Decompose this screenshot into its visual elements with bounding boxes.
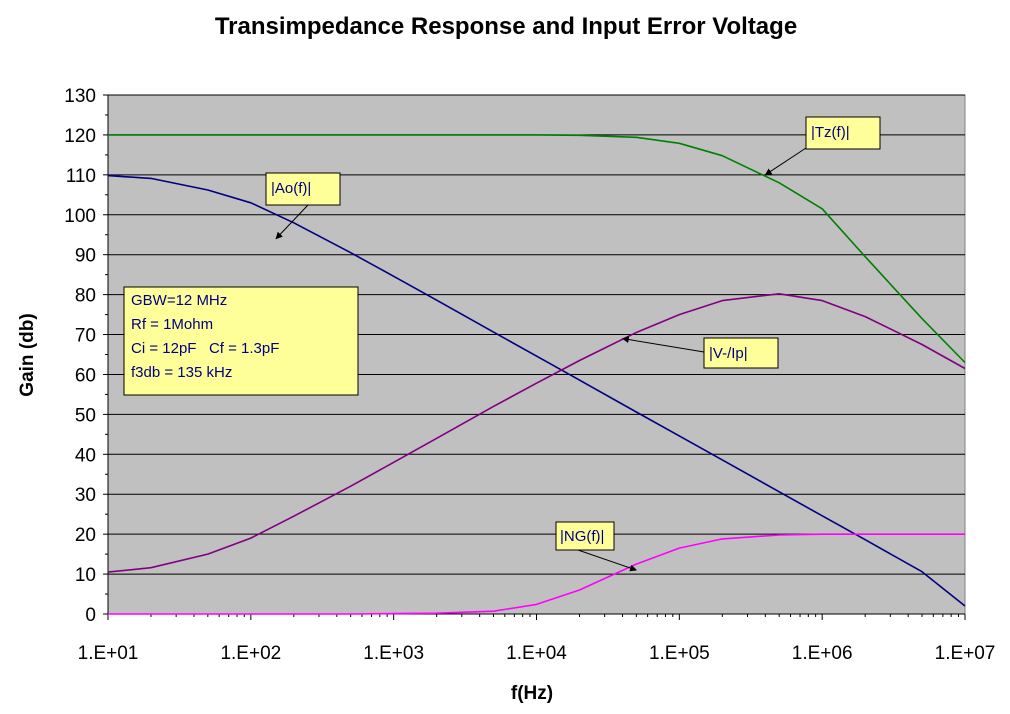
callout-box (265, 172, 341, 206)
callout-arrow (577, 549, 637, 572)
y-tick-label: 20 (75, 525, 96, 546)
callout-arrow (764, 147, 807, 176)
info-line-rf: Rf = 1Mohm (131, 316, 213, 333)
series-line-v-ip (107, 292, 966, 573)
x-tick-label: 1.E+02 (220, 643, 281, 664)
callout-label: |Tz(f)| (811, 124, 850, 141)
chart-title: Transimpedance Response and Input Error … (215, 13, 797, 40)
y-tick-label: 50 (75, 405, 96, 426)
info-line-gbw: GBW=12 MHz (131, 292, 227, 309)
x-tick-label: 1.E+01 (78, 643, 139, 664)
callout-ng: |NG(f)| (555, 521, 615, 551)
info-line-f3db: f3db = 135 kHz (131, 364, 232, 381)
callout-ao: |Ao(f)| (265, 172, 341, 206)
callout-vip: |V-/Ip| (703, 337, 779, 369)
info-box-frame (123, 286, 359, 396)
callout-box (805, 116, 881, 150)
callout-box (703, 337, 779, 369)
y-axis-title: Gain (db) (17, 313, 38, 396)
y-tick-label: 40 (75, 445, 96, 466)
y-tick-label: 90 (75, 246, 96, 267)
callout-label: |NG(f)| (560, 528, 604, 545)
callout-arrow (621, 336, 705, 353)
info-line-ci-cf: Ci = 12pF Cf = 1.3pF (131, 340, 279, 357)
callout-arrow (275, 204, 309, 240)
x-axis: 1.E+01 1.E+02 1.E+03 1.E+04 1.E+05 1.E+06 1.E+… (78, 95, 996, 664)
info-box: GBW=12 MHz Rf = 1Mohm Ci = 12pF Cf = 1.3… (123, 286, 359, 396)
callout-label: |V-/Ip| (709, 345, 748, 362)
series-group (107, 134, 966, 615)
y-tick-label: 120 (64, 126, 96, 147)
x-tick-label: 1.E+06 (792, 643, 853, 664)
x-tick-label: 1.E+03 (363, 643, 424, 664)
series-line-ao-f (107, 174, 966, 607)
callout-tz: |Tz(f)| (805, 116, 881, 150)
series-line-ng-f (108, 533, 965, 615)
y-tick-label: 10 (75, 565, 96, 586)
y-tick-label: 30 (75, 485, 96, 506)
y-tick-label: 100 (64, 206, 96, 227)
y-tick-label: 80 (75, 286, 96, 307)
y-tick-label: 70 (75, 326, 96, 347)
series-line-tz-f (108, 134, 966, 364)
callout-label: |Ao(f)| (271, 180, 311, 197)
y-tick-label: 0 (85, 605, 96, 626)
y-axis: 0 10 20 30 40 50 60 70 80 90 100 110 120 130 (64, 86, 108, 626)
y-tick-label: 130 (64, 86, 96, 107)
y-tick-label: 60 (75, 365, 96, 386)
x-tick-label: 1.E+05 (649, 643, 710, 664)
x-tick-label: 1.E+04 (506, 643, 567, 664)
x-tick-label: 1.E+07 (935, 643, 996, 664)
y-tick-label: 110 (66, 166, 96, 187)
callout-box (555, 521, 615, 551)
x-axis-title: f(Hz) (511, 683, 553, 704)
